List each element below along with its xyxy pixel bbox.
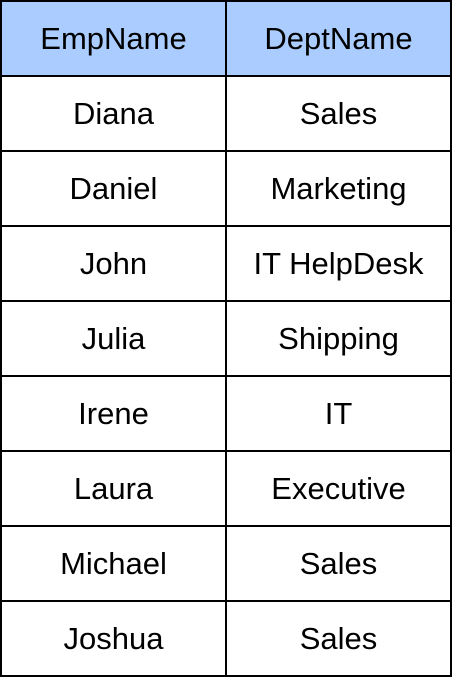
dept-name-cell: Sales — [227, 527, 452, 600]
table-row: Irene IT — [2, 377, 452, 452]
emp-name-cell: Diana — [2, 77, 227, 150]
dept-name-cell: Shipping — [227, 302, 452, 375]
column-header-empname: EmpName — [2, 2, 227, 75]
dept-name-cell: Sales — [227, 602, 452, 675]
dept-name-cell: IT — [227, 377, 452, 450]
dept-name-cell: Marketing — [227, 152, 452, 225]
column-header-deptname: DeptName — [227, 2, 452, 75]
emp-name-cell: Julia — [2, 302, 227, 375]
table-row: John IT HelpDesk — [2, 227, 452, 302]
emp-name-cell: Laura — [2, 452, 227, 525]
emp-name-cell: Daniel — [2, 152, 227, 225]
emp-name-cell: Michael — [2, 527, 227, 600]
table-row: Michael Sales — [2, 527, 452, 602]
table-row: Joshua Sales — [2, 602, 452, 677]
emp-name-cell: Joshua — [2, 602, 227, 675]
table-row: Julia Shipping — [2, 302, 452, 377]
emp-name-cell: John — [2, 227, 227, 300]
dept-name-cell: Executive — [227, 452, 452, 525]
dept-name-cell: IT HelpDesk — [227, 227, 452, 300]
table-row: Diana Sales — [2, 77, 452, 152]
emp-name-cell: Irene — [2, 377, 227, 450]
dept-name-cell: Sales — [227, 77, 452, 150]
table-row: Laura Executive — [2, 452, 452, 527]
table-row: Daniel Marketing — [2, 152, 452, 227]
table-header-row: EmpName DeptName — [2, 2, 452, 77]
